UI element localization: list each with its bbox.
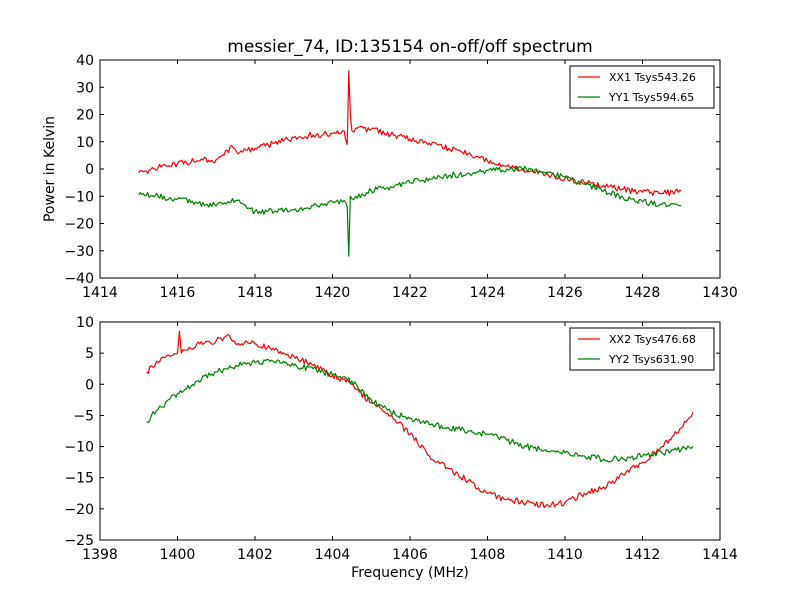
x-tick-label: 1408 (470, 547, 506, 563)
x-tick-label: 1406 (392, 547, 428, 563)
y-tick-label: −20 (64, 502, 94, 518)
y-axis-label: Power in Kelvin (42, 116, 58, 222)
x-tick-label: 1412 (625, 547, 661, 563)
x-tick-label: 1430 (702, 285, 738, 301)
legend-box (569, 327, 715, 371)
legend: XX1 Tsys543.26 YY1 Tsys594.65 (569, 65, 715, 109)
x-tick-label: 1420 (315, 285, 351, 301)
series-line-1-1 (138, 70, 682, 197)
y-tick-label: 0 (85, 377, 94, 393)
x-tick-label: 1422 (392, 285, 428, 301)
x-tick-label: 1414 (82, 285, 118, 301)
x-tick-label: 1414 (702, 547, 738, 563)
y-tick-label: −10 (64, 189, 94, 205)
x-tick-label: 1400 (160, 547, 196, 563)
y-tick-label: 30 (76, 80, 94, 96)
chart-title: messier_74, ID:135154 on-off/off spectru… (227, 37, 592, 57)
x-tick-label: 1418 (237, 285, 273, 301)
y-tick-label: 0 (85, 162, 94, 178)
series-line-1-2 (138, 165, 682, 257)
y-tick-label: −5 (73, 408, 94, 424)
x-tick-label: 1402 (237, 547, 273, 563)
x-tick-label: 1398 (82, 547, 118, 563)
x-tick-label: 1426 (547, 285, 583, 301)
y-tick-label: 10 (76, 135, 94, 151)
legend-box (569, 65, 715, 109)
axes-2: 1398 1400 1402 1404 1406 1408 1410 1412 1414 −25 −… (64, 315, 737, 581)
legend-label: YY1 Tsys594.65 (608, 91, 694, 104)
y-tick-label: 10 (76, 315, 94, 331)
x-axis-label: Frequency (MHz) (351, 565, 469, 581)
x-tick-label: 1410 (547, 547, 583, 563)
y-tick-label: −30 (64, 244, 94, 260)
y-tick-label: 5 (85, 346, 94, 362)
y-tick-label: −25 (64, 533, 94, 549)
y-tick-label: −40 (64, 271, 94, 287)
x-tick-label: 1404 (315, 547, 351, 563)
series-line-2-1 (146, 330, 694, 509)
series-line-2-2 (146, 359, 694, 463)
legend-label: XX2 Tsys476.68 (609, 333, 696, 346)
legend-label: YY2 Tsys631.90 (608, 353, 694, 366)
y-tick-label: −15 (64, 471, 94, 487)
axes-1: 1414 1416 1418 1420 1422 1424 1426 1428 1430 −40 −… (42, 37, 738, 301)
legend: XX2 Tsys476.68 YY2 Tsys631.90 (569, 327, 715, 371)
y-tick-label: 40 (76, 53, 94, 69)
x-tick-label: 1416 (160, 285, 196, 301)
x-tick-label: 1424 (470, 285, 506, 301)
y-tick-label: −10 (64, 440, 94, 456)
x-tick-label: 1428 (625, 285, 661, 301)
y-tick-label: −20 (64, 217, 94, 233)
y-tick-label: 20 (76, 108, 94, 124)
legend-label: XX1 Tsys543.26 (609, 71, 696, 84)
